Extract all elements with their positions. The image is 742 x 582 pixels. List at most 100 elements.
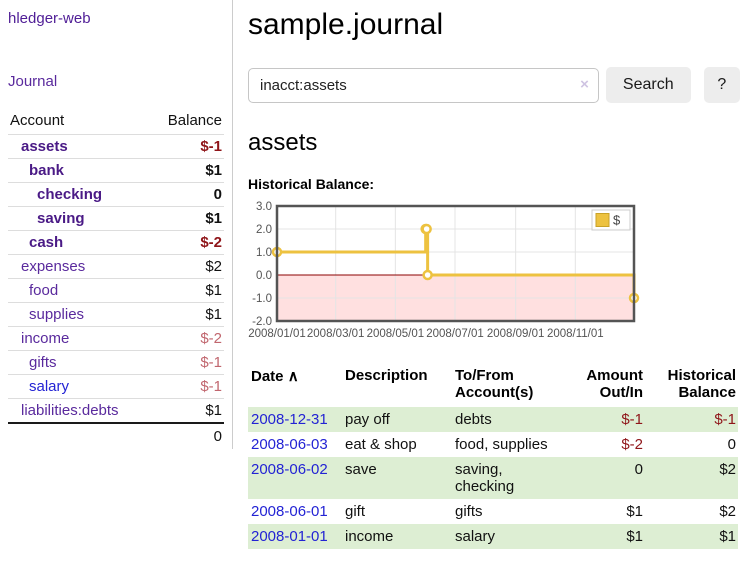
account-link[interactable]: salary (29, 378, 70, 395)
transaction-description: save (345, 457, 455, 499)
account-row: salary $-1 (8, 374, 224, 399)
account-balance: $-2 (150, 230, 224, 255)
account-balance: $2 (150, 254, 224, 279)
transaction-accounts: saving, checking (455, 457, 560, 499)
account-balance: $-1 (150, 374, 224, 399)
account-row: cash $-2 (8, 230, 224, 255)
transaction-date-link[interactable]: 2008-12-31 (251, 411, 328, 428)
account-row: expenses $2 (8, 254, 224, 279)
accounts-table: Account Balance assets $-1 bank $1 checking 0… (8, 110, 224, 449)
account-balance: $1 (150, 398, 224, 424)
account-balance: 0 (150, 182, 224, 207)
transaction-balance: $1 (645, 524, 738, 549)
transaction-amount: $-1 (560, 407, 645, 432)
main-content: sample.journal × Search ? assets Histori… (248, 0, 740, 549)
transaction-amount: $1 (626, 503, 643, 520)
account-link[interactable]: food (29, 282, 59, 299)
historical-balance-chart: $3.0 2.0 1.0 0.0 -1.0 -2.0 2008/01/01 2008/03/0… (248, 201, 740, 348)
transaction-date-link[interactable]: 2008-06-01 (251, 503, 328, 520)
account-balance: $1 (150, 206, 224, 231)
search-form: × Search ? (248, 67, 740, 103)
account-link[interactable]: liabilities:debts (21, 402, 119, 419)
transaction-description: eat & shop (345, 436, 417, 453)
transaction-amount: $1 (560, 524, 645, 549)
account-heading: assets (248, 129, 318, 156)
y-tick-label: -2.0 (252, 316, 272, 328)
account-link[interactable]: bank (29, 162, 65, 179)
account-row: assets $-1 (8, 134, 224, 159)
accounts-total-value: 0 (150, 422, 224, 449)
register-row: 2008-06-02 save saving, checking 0 $2 (248, 457, 738, 499)
account-link[interactable]: cash (29, 234, 64, 251)
transaction-accounts: gifts (455, 503, 483, 520)
account-balance: $1 (150, 158, 224, 183)
transaction-date-link[interactable]: 2008-06-02 (251, 461, 328, 478)
account-link[interactable]: expenses (21, 258, 86, 275)
y-tick-label: 3.0 (256, 201, 272, 213)
legend-label: $ (613, 213, 621, 228)
register-header-amount: Amount Out/In (586, 367, 643, 401)
page-title: sample.journal (248, 8, 444, 41)
account-link[interactable]: assets (21, 138, 68, 155)
account-link[interactable]: supplies (29, 306, 85, 323)
app-brand-link[interactable]: hledger-web (8, 10, 91, 27)
account-link[interactable]: checking (37, 186, 103, 203)
y-tick-label: 0.0 (256, 270, 272, 282)
x-tick-label: 2008/07/01 (426, 328, 484, 340)
transaction-accounts: food, supplies (455, 436, 548, 453)
register-header-date[interactable]: Date ∧ (251, 368, 299, 385)
transaction-date-link[interactable]: 2008-01-01 (251, 528, 328, 545)
sidebar-item-journal[interactable]: Journal (8, 73, 58, 90)
accounts-header-balance: Balance (150, 110, 224, 135)
account-row: gifts $-1 (8, 350, 224, 375)
legend-swatch (595, 213, 610, 227)
help-button[interactable]: ? (703, 67, 740, 103)
transaction-date-link[interactable]: 2008-06-03 (251, 436, 328, 453)
register-header-accounts: To/From Account(s) (455, 367, 534, 401)
clear-search-icon[interactable]: × (580, 75, 589, 93)
sort-asc-icon: ∧ (287, 368, 299, 385)
register-table: Date ∧ Description To/From Account(s) Am… (248, 365, 738, 549)
transaction-balance: 0 (727, 436, 736, 453)
plot-border (275, 204, 636, 323)
account-balance: $1 (150, 278, 224, 303)
account-balance: $-2 (150, 326, 224, 351)
register-row: 2008-01-01 income salary $1 $1 (248, 524, 738, 549)
transaction-balance: $2 (645, 457, 738, 499)
account-link[interactable]: saving (37, 210, 85, 227)
account-row: food $1 (8, 278, 224, 303)
transaction-description: income (345, 524, 455, 549)
accounts-header-account: Account (8, 110, 151, 135)
account-balance: $1 (150, 302, 224, 327)
transaction-accounts: debts (455, 407, 560, 432)
search-input-wrap: × (248, 67, 599, 103)
account-link[interactable]: gifts (29, 354, 57, 371)
x-tick-label: 2008/03/01 (307, 328, 365, 340)
account-link[interactable]: income (21, 330, 70, 347)
y-tick-label: 2.0 (256, 224, 272, 236)
y-tick-label: -1.0 (252, 293, 272, 305)
sidebar: hledger-web Journal Account Balance asse… (0, 0, 233, 449)
search-button[interactable]: Search (605, 67, 691, 103)
x-tick-label: 2008/01/01 (248, 328, 306, 340)
register-header-balance: Historical Balance (667, 367, 736, 401)
account-balance: $-1 (150, 134, 224, 159)
x-tick-label: 2008/05/01 (367, 328, 425, 340)
transaction-accounts: salary (455, 524, 560, 549)
transaction-description: gift (345, 503, 366, 520)
account-row: liabilities:debts $1 (8, 398, 224, 424)
y-tick-label: 1.0 (256, 247, 272, 259)
register-row: 2008-12-31 pay off debts $-1 $-1 (248, 407, 738, 432)
x-tick-label: 2008/11/01 (547, 328, 604, 340)
account-row: checking 0 (8, 182, 224, 207)
register-row: 2008-06-01 gift gifts $1 $2 (248, 499, 738, 524)
account-balance: $-1 (150, 350, 224, 375)
account-row: saving $1 (8, 206, 224, 231)
transaction-balance: $2 (719, 503, 736, 520)
accounts-total-row: 0 (8, 422, 224, 449)
search-input[interactable] (248, 67, 599, 103)
register-header-description: Description (345, 367, 428, 384)
transaction-amount: 0 (560, 457, 645, 499)
x-tick-label: 2008/09/01 (487, 328, 545, 340)
